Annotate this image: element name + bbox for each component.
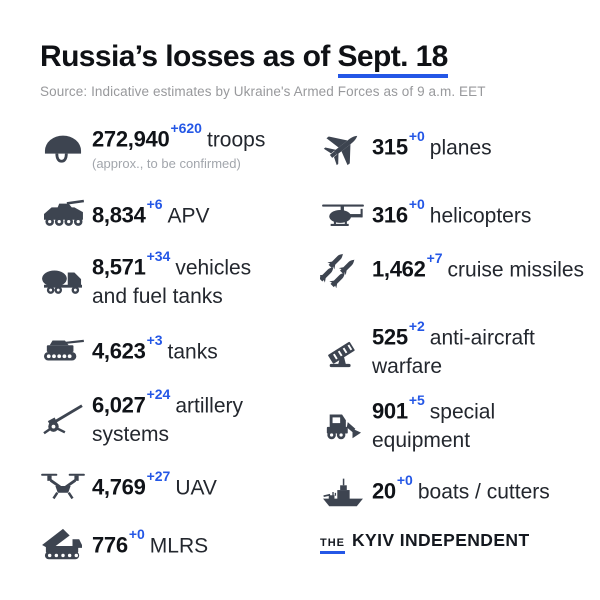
stat-delta: +0 [396, 472, 413, 489]
stat-value: 316 [372, 202, 408, 228]
title-text: Russia’s losses as of [40, 40, 338, 73]
stat-delta: +3 [146, 332, 163, 349]
stat-row-troops: 272,940+620troops (approx., to be confir… [40, 120, 292, 172]
source-line: Source: Indicative estimates by Ukraine'… [40, 84, 486, 99]
stat-row-helicopters: 316+0helicopters [320, 196, 587, 234]
stat-label: tanks [167, 340, 218, 364]
stat-row-uav: 4,769+27UAV [40, 468, 292, 506]
stat-delta: +6 [146, 196, 163, 213]
stat-delta: +0 [408, 128, 425, 145]
stat-row-special-equipment: 901+5special equipment [320, 392, 587, 456]
stat-value: 20 [372, 478, 396, 504]
cruise-missiles-icon [320, 250, 372, 288]
helmet-icon [40, 128, 92, 166]
stat-value: 8,571 [92, 254, 146, 280]
stat-row-vehicles: 8,571+34vehicles and fuel tanks [40, 248, 292, 312]
stat-value: 525 [372, 324, 408, 350]
jet-icon [320, 128, 372, 166]
stat-label: troops [206, 128, 266, 152]
stat-delta: +34 [146, 248, 171, 264]
fuel-truck-icon [40, 262, 92, 300]
stat-delta: +5 [408, 392, 425, 408]
stat-note: (approx., to be confirmed) [92, 156, 241, 172]
stat-value: 901 [372, 398, 408, 424]
stat-label: cruise missiles [447, 258, 585, 282]
mlrs-icon [40, 526, 92, 564]
tank-icon [40, 332, 92, 370]
apv-icon [40, 196, 92, 234]
stat-row-cruise-missiles: 1,462+7cruise missiles [320, 250, 587, 288]
page-title: Russia’s losses as of Sept. 18 [40, 40, 448, 78]
kyiv-independent-logo: THE KYIV INDEPENDENT [320, 530, 530, 554]
stat-delta: +27 [146, 468, 171, 485]
stat-row-tanks: 4,623+3tanks [40, 332, 292, 370]
stat-row-planes: 315+0planes [320, 128, 587, 166]
stat-delta: +0 [408, 196, 425, 213]
stat-delta: +0 [128, 526, 145, 543]
boat-icon [320, 472, 372, 510]
stat-label: helicopters [429, 204, 532, 228]
stat-label: boats / cutters [417, 480, 550, 504]
artillery-icon [40, 400, 92, 438]
stat-row-apv: 8,834+6APV [40, 196, 292, 234]
stat-label: anti-aircraft warfare [372, 326, 535, 379]
stat-delta: +7 [426, 250, 443, 267]
stat-value: 776 [92, 532, 128, 558]
stat-value: 315 [372, 134, 408, 160]
anti-aircraft-icon [320, 332, 372, 370]
stat-label: special equipment [372, 400, 496, 453]
logo-the: THE [320, 537, 345, 554]
title-date-underlined: Sept. 18 [337, 40, 448, 78]
stat-delta: +2 [408, 318, 425, 334]
stat-label: vehicles and fuel tanks [92, 256, 252, 309]
stat-value: 6,027 [92, 392, 146, 418]
logo-name: KYIV INDEPENDENT [352, 530, 530, 550]
stat-label: planes [429, 136, 492, 160]
stat-row-anti-aircraft: 525+2anti-aircraft warfare [320, 318, 587, 382]
stat-row-artillery: 6,027+24artillery systems [40, 386, 292, 450]
helicopter-icon [320, 196, 372, 234]
stat-row-mlrs: 776+0MLRS [40, 526, 292, 564]
special-equipment-icon [320, 406, 372, 444]
stat-label: MLRS [149, 534, 209, 558]
stat-value: 4,623 [92, 338, 146, 364]
stat-label: APV [167, 204, 210, 228]
stat-row-boats: 20+0boats / cutters [320, 472, 587, 510]
stat-delta: +620 [170, 120, 202, 136]
stat-value: 272,940 [92, 126, 170, 152]
stat-value: 4,769 [92, 474, 146, 500]
drone-icon [40, 468, 92, 506]
stat-label: UAV [175, 476, 217, 500]
stat-value: 8,834 [92, 202, 146, 228]
stat-value: 1,462 [372, 256, 426, 282]
stat-delta: +24 [146, 386, 171, 402]
stat-label: artillery systems [92, 394, 243, 447]
